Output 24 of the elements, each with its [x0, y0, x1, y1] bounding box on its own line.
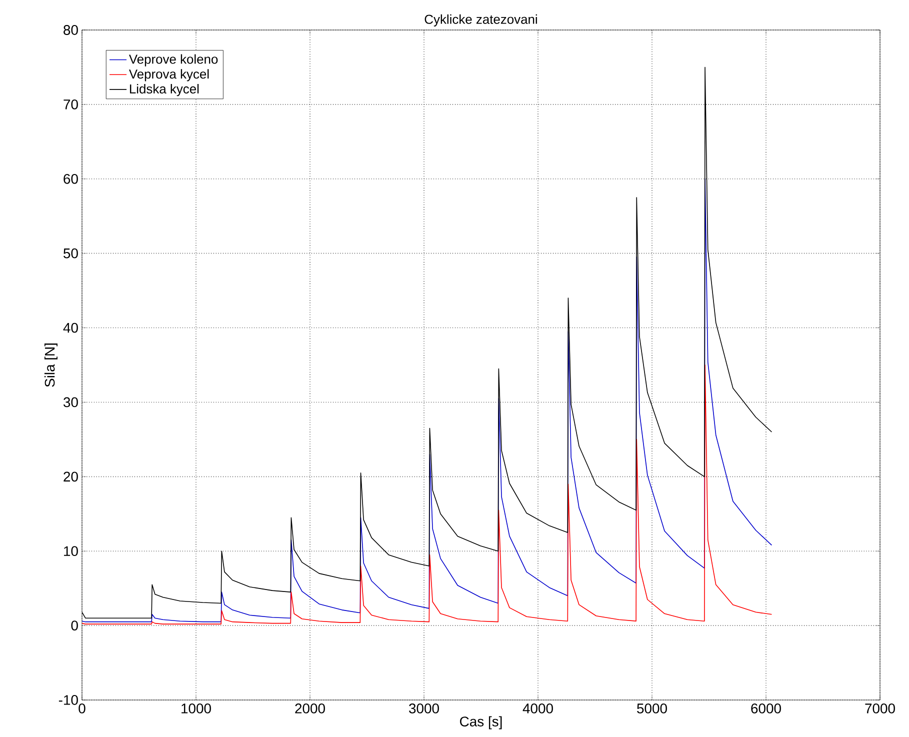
x-tick-label: 2000: [295, 704, 325, 714]
y-tick-label: 70: [64, 100, 78, 110]
y-axis-title: Sila [N]: [44, 344, 58, 387]
y-tick-label: -10: [58, 695, 78, 705]
y-tick-label: 40: [63, 322, 78, 333]
chart-title: Cyklicke zatezovani: [424, 14, 537, 26]
y-tick-label: 20: [64, 472, 78, 482]
x-tick-label: 6000: [751, 704, 781, 714]
y-tick-label: 60: [64, 174, 78, 184]
x-tick-label: 7000: [865, 704, 895, 714]
x-tick-label: 0: [78, 704, 86, 714]
legend-label: Veprove koleno: [128, 54, 218, 66]
y-tick-label: 80: [64, 25, 78, 35]
x-tick-label: 3000: [409, 704, 439, 714]
y-tick-label: 30: [63, 397, 78, 408]
x-axis-title: Cas [s]: [460, 716, 502, 730]
legend-label: Lidska kycel: [130, 84, 199, 96]
x-tick-label: 4000: [522, 704, 553, 714]
y-tick-label: 0: [71, 620, 78, 630]
x-tick-label: 5000: [637, 704, 667, 714]
y-tick-label: 50: [64, 248, 78, 258]
legend-label: Veprova kycel: [128, 69, 209, 82]
x-tick-label: 1000: [182, 704, 211, 714]
y-tick-label: 10: [64, 546, 78, 556]
